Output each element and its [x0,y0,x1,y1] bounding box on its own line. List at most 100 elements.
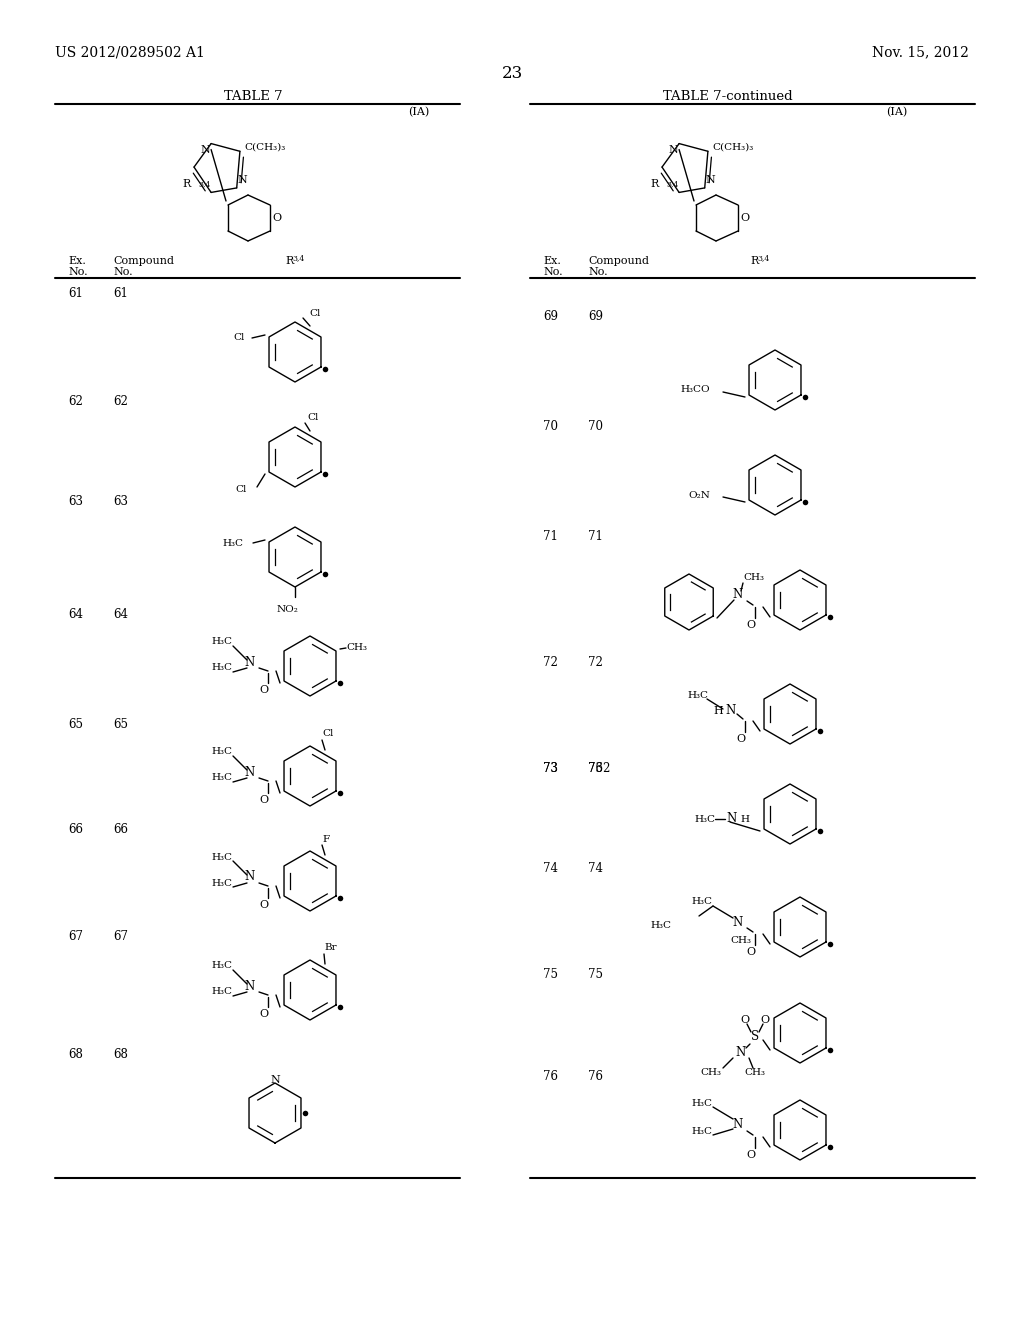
Text: O: O [746,946,756,957]
Text: 3,4: 3,4 [292,253,304,261]
Text: 3,4: 3,4 [198,181,210,189]
Text: Compound: Compound [113,256,174,267]
Text: O: O [761,1015,770,1026]
Text: US 2012/0289502 A1: US 2012/0289502 A1 [55,45,205,59]
Text: S: S [751,1030,759,1043]
Text: 73: 73 [543,762,558,775]
Text: 61: 61 [68,286,83,300]
Text: No.: No. [113,267,133,277]
Text: CH₃: CH₃ [700,1068,722,1077]
Text: H: H [714,706,723,715]
Text: 76: 76 [588,1071,603,1082]
Text: 67: 67 [68,931,83,942]
Text: 65: 65 [68,718,83,731]
Text: NO₂: NO₂ [276,605,298,614]
Text: N: N [733,589,743,602]
Text: 66: 66 [68,822,83,836]
Text: O: O [272,213,282,223]
Text: 62: 62 [113,395,128,408]
Text: 76: 76 [543,1071,558,1082]
Text: Cl: Cl [322,730,334,738]
Text: O₂N: O₂N [688,491,710,499]
Text: C(CH₃)₃: C(CH₃)₃ [244,143,285,152]
Text: 762: 762 [588,762,610,775]
Text: H₃C: H₃C [691,1126,712,1135]
Text: 3,4: 3,4 [666,181,678,189]
Text: 74: 74 [588,862,603,875]
Text: N: N [706,176,716,185]
Text: Cl: Cl [233,334,245,342]
Text: N: N [726,705,736,718]
Text: Nov. 15, 2012: Nov. 15, 2012 [872,45,969,59]
Text: 72: 72 [588,656,603,669]
Text: CH₃: CH₃ [346,644,367,652]
Text: H₃C: H₃C [687,690,708,700]
Text: Cl: Cl [307,412,318,421]
Text: H₃C: H₃C [211,987,232,997]
Text: Compound: Compound [588,256,649,267]
Text: 75: 75 [543,968,558,981]
Text: O: O [746,620,756,630]
Text: H₃C: H₃C [211,747,232,756]
Text: O: O [259,795,268,805]
Text: O: O [259,685,268,696]
Text: 63: 63 [113,495,128,508]
Text: No.: No. [588,267,607,277]
Text: N: N [245,870,255,883]
Text: H₃C: H₃C [211,638,232,647]
Text: 72: 72 [543,656,558,669]
Text: 63: 63 [68,495,83,508]
Text: 71: 71 [588,531,603,543]
Text: H₃C: H₃C [691,1098,712,1107]
Text: 70: 70 [543,420,558,433]
Text: CH₃: CH₃ [744,1068,766,1077]
Text: 62: 62 [68,395,83,408]
Text: R: R [183,180,191,190]
Text: N: N [245,766,255,779]
Text: O: O [259,900,268,909]
Text: CH₃: CH₃ [743,573,764,582]
Text: (IA): (IA) [408,107,429,117]
Text: 68: 68 [113,1048,128,1061]
Text: 64: 64 [113,609,128,620]
Text: O: O [746,1150,756,1160]
Text: H₃C: H₃C [650,921,671,931]
Text: 69: 69 [543,310,558,323]
Text: N: N [245,979,255,993]
Text: N: N [245,656,255,668]
Text: C(CH₃)₃: C(CH₃)₃ [712,143,754,152]
Text: H₃C: H₃C [211,664,232,672]
Text: 3,4: 3,4 [757,253,769,261]
Text: 67: 67 [113,931,128,942]
Text: H₃C: H₃C [211,961,232,970]
Text: O: O [259,1008,268,1019]
Text: 69: 69 [588,310,603,323]
Text: Ex.: Ex. [68,256,86,267]
Text: (IA): (IA) [886,107,907,117]
Text: H₃C: H₃C [691,898,712,907]
Text: Cl: Cl [309,309,321,318]
Text: N: N [733,1118,743,1131]
Text: N: N [736,1045,746,1059]
Text: 71: 71 [543,531,558,543]
Text: N: N [238,176,248,185]
Text: Br: Br [324,944,337,953]
Text: F: F [322,834,329,843]
Text: H₃C: H₃C [694,814,715,824]
Text: N: N [669,145,678,154]
Text: No.: No. [543,267,562,277]
Text: No.: No. [68,267,88,277]
Text: 70: 70 [588,420,603,433]
Text: 65: 65 [113,718,128,731]
Text: Cl: Cl [236,484,247,494]
Text: 23: 23 [502,66,522,82]
Text: H₃C: H₃C [211,879,232,887]
Text: H: H [740,814,749,824]
Text: N: N [733,916,743,928]
Text: H₃C: H₃C [211,774,232,783]
Text: TABLE 7-continued: TABLE 7-continued [664,90,793,103]
Text: Ex.: Ex. [543,256,561,267]
Text: 73: 73 [543,762,558,775]
Text: 64: 64 [68,609,83,620]
Text: 75: 75 [588,968,603,981]
